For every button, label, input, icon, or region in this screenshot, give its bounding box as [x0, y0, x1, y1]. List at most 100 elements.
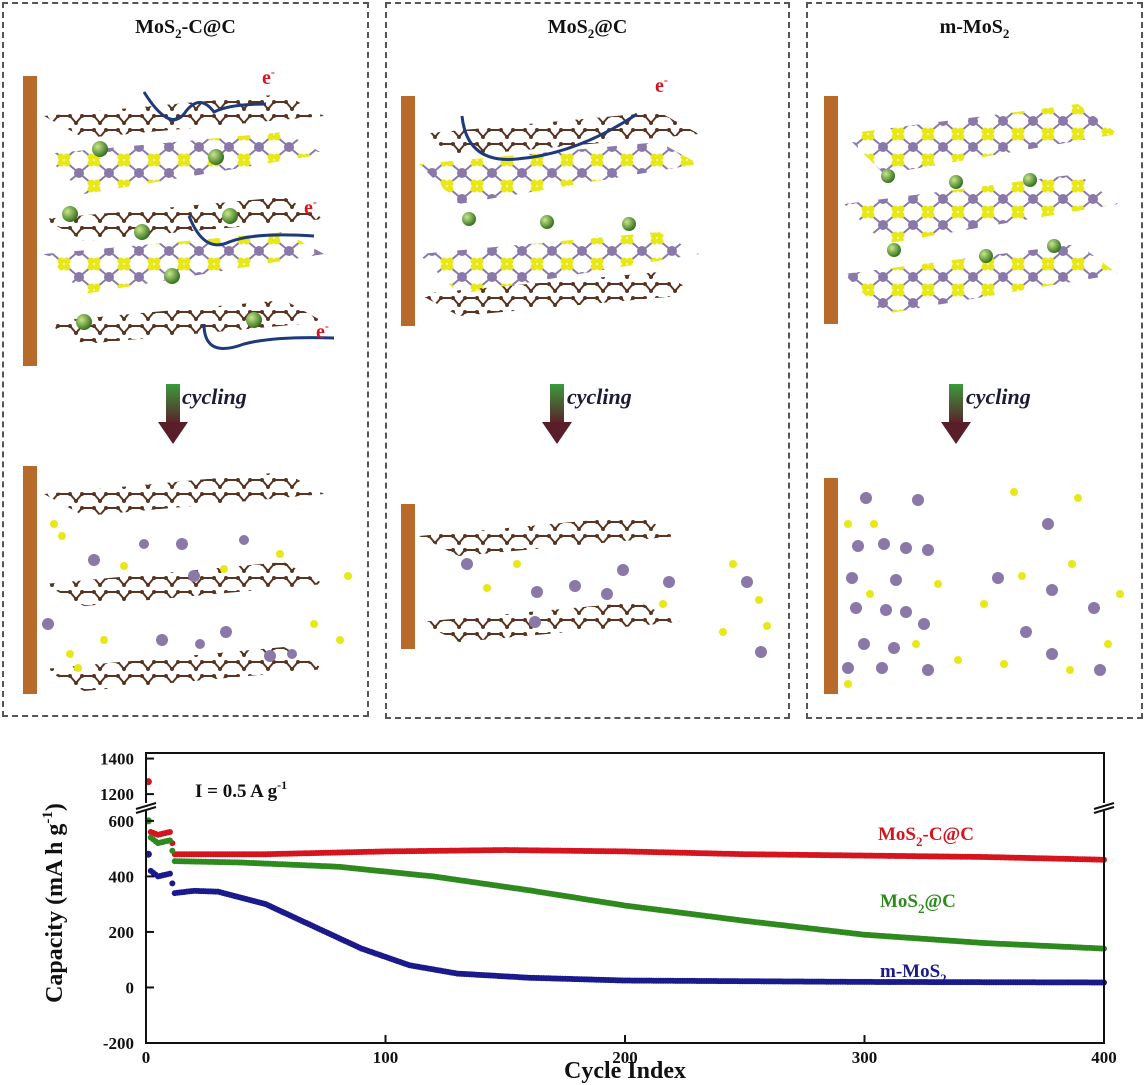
series-label-mos2-c-at-c: MoS2-C@C — [878, 824, 974, 849]
series-label-m-mos2: m-MoS2 — [880, 961, 947, 986]
y-tick-label: -200 — [103, 1034, 134, 1053]
x-tick-label: 400 — [1091, 1048, 1117, 1067]
graphene-layer — [419, 516, 679, 556]
mos2-layer — [419, 232, 699, 294]
current-collector — [23, 76, 37, 366]
series-0 — [144, 778, 1107, 863]
mos2-layer — [44, 132, 324, 194]
cycling-arrow — [166, 384, 180, 424]
electron-path-arrow — [202, 323, 335, 350]
graphene-layer — [419, 112, 699, 156]
panel-mos2-c-at-c: MoS2-C@C — [2, 2, 369, 717]
data-point — [166, 828, 173, 835]
panel-illustration: e- e- e- cycling — [23, 65, 352, 694]
electron-path-arrow — [460, 112, 638, 161]
y-tick-label: 0 — [126, 978, 135, 997]
graphene-layer — [44, 197, 324, 241]
graphene-layer — [419, 602, 679, 642]
mos2-layer — [44, 232, 324, 294]
current-density-annotation: I = 0.5 A g-1 — [195, 778, 287, 802]
current-collector — [401, 96, 415, 326]
electron-label: e- — [304, 195, 317, 219]
panel-m-mos2: m-MoS2 cycling — [806, 2, 1143, 719]
current-collector — [824, 96, 838, 324]
current-collector — [824, 478, 838, 694]
decomposed-particles — [461, 558, 771, 658]
series-2 — [144, 850, 1107, 986]
panel-title: MoS2-C@C — [135, 16, 236, 41]
graphene-layer — [44, 647, 324, 691]
mos2-layer — [844, 104, 1118, 174]
capacity-chart: 0 100 200 300 400 -200 0 200 400 600 1200 1400 I =… — [40, 750, 1117, 1084]
electron-label: e- — [655, 73, 668, 97]
cycling-arrow-head — [158, 422, 188, 444]
x-tick-label: 100 — [373, 1048, 399, 1067]
cycling-label: cycling — [966, 384, 1031, 409]
ion — [164, 268, 180, 284]
electron-label: e- — [316, 319, 329, 343]
x-tick-label: 0 — [142, 1048, 151, 1067]
series-label-mos2-at-c: MoS2@C — [880, 891, 956, 916]
ion — [462, 212, 476, 226]
ion — [979, 249, 993, 263]
data-point — [169, 880, 176, 887]
graphene-layer — [44, 472, 324, 516]
axis-break-marks — [135, 802, 1115, 814]
y-axis-ticks: -200 0 200 400 600 1200 1400 — [100, 750, 154, 1053]
ion — [540, 215, 554, 229]
ion — [62, 206, 78, 222]
ion — [76, 314, 92, 330]
cycling-arrow — [550, 384, 564, 424]
panel-mos2-at-c: MoS2@C e- cycling — [385, 2, 790, 719]
electron-path-arrow — [187, 215, 315, 247]
graphene-layer — [44, 300, 324, 344]
x-axis-title: Cycle Index — [564, 1058, 686, 1084]
mos2-layer — [844, 174, 1118, 244]
panel-title: m-MoS2 — [939, 16, 1010, 41]
ion — [222, 208, 238, 224]
current-collector — [401, 504, 415, 649]
decomposed-particles — [842, 488, 1124, 688]
ion — [1047, 239, 1061, 253]
cycling-label: cycling — [182, 384, 247, 409]
y-tick-label: 1200 — [100, 785, 134, 804]
x-tick-label: 300 — [852, 1048, 878, 1067]
current-collector — [23, 466, 37, 694]
plot-frame — [145, 752, 1105, 1044]
cycling-arrow — [949, 384, 963, 424]
ion — [92, 141, 108, 157]
ion — [887, 243, 901, 257]
y-tick-label: 400 — [109, 867, 135, 886]
plot-area — [144, 778, 1107, 986]
ion — [622, 217, 636, 231]
ion — [1023, 173, 1037, 187]
ion — [246, 312, 262, 328]
ion — [949, 175, 963, 189]
mos2-layer — [844, 244, 1118, 314]
series-1 — [144, 817, 1107, 952]
y-tick-label: 200 — [109, 923, 135, 942]
cycling-arrow-head — [542, 422, 572, 444]
ion — [208, 149, 224, 165]
y-axis-title: Capacity (mA h g-1) — [40, 803, 68, 1003]
cycling-label: cycling — [567, 384, 632, 409]
panel-illustration: cycling — [824, 96, 1124, 694]
ion — [881, 169, 895, 183]
cycling-arrow-head — [941, 422, 971, 444]
y-tick-label: 1400 — [100, 750, 134, 769]
data-point — [166, 837, 173, 844]
data-point — [169, 847, 176, 854]
decomposed-particles — [42, 520, 352, 672]
graphene-layer — [44, 562, 324, 606]
electron-label: e- — [262, 65, 275, 89]
y-tick-label: 600 — [109, 812, 135, 831]
x-axis-ticks: 0 100 200 300 400 — [142, 1035, 1117, 1067]
data-point — [166, 870, 173, 877]
panel-title: MoS2@C — [547, 16, 628, 41]
x-tick-label: 200 — [612, 1048, 638, 1067]
graphene-layer — [419, 272, 699, 316]
ion — [134, 224, 150, 240]
panel-illustration: e- cycling — [401, 73, 771, 658]
mos2-layer — [419, 142, 699, 204]
electron-path-arrow — [142, 91, 267, 121]
